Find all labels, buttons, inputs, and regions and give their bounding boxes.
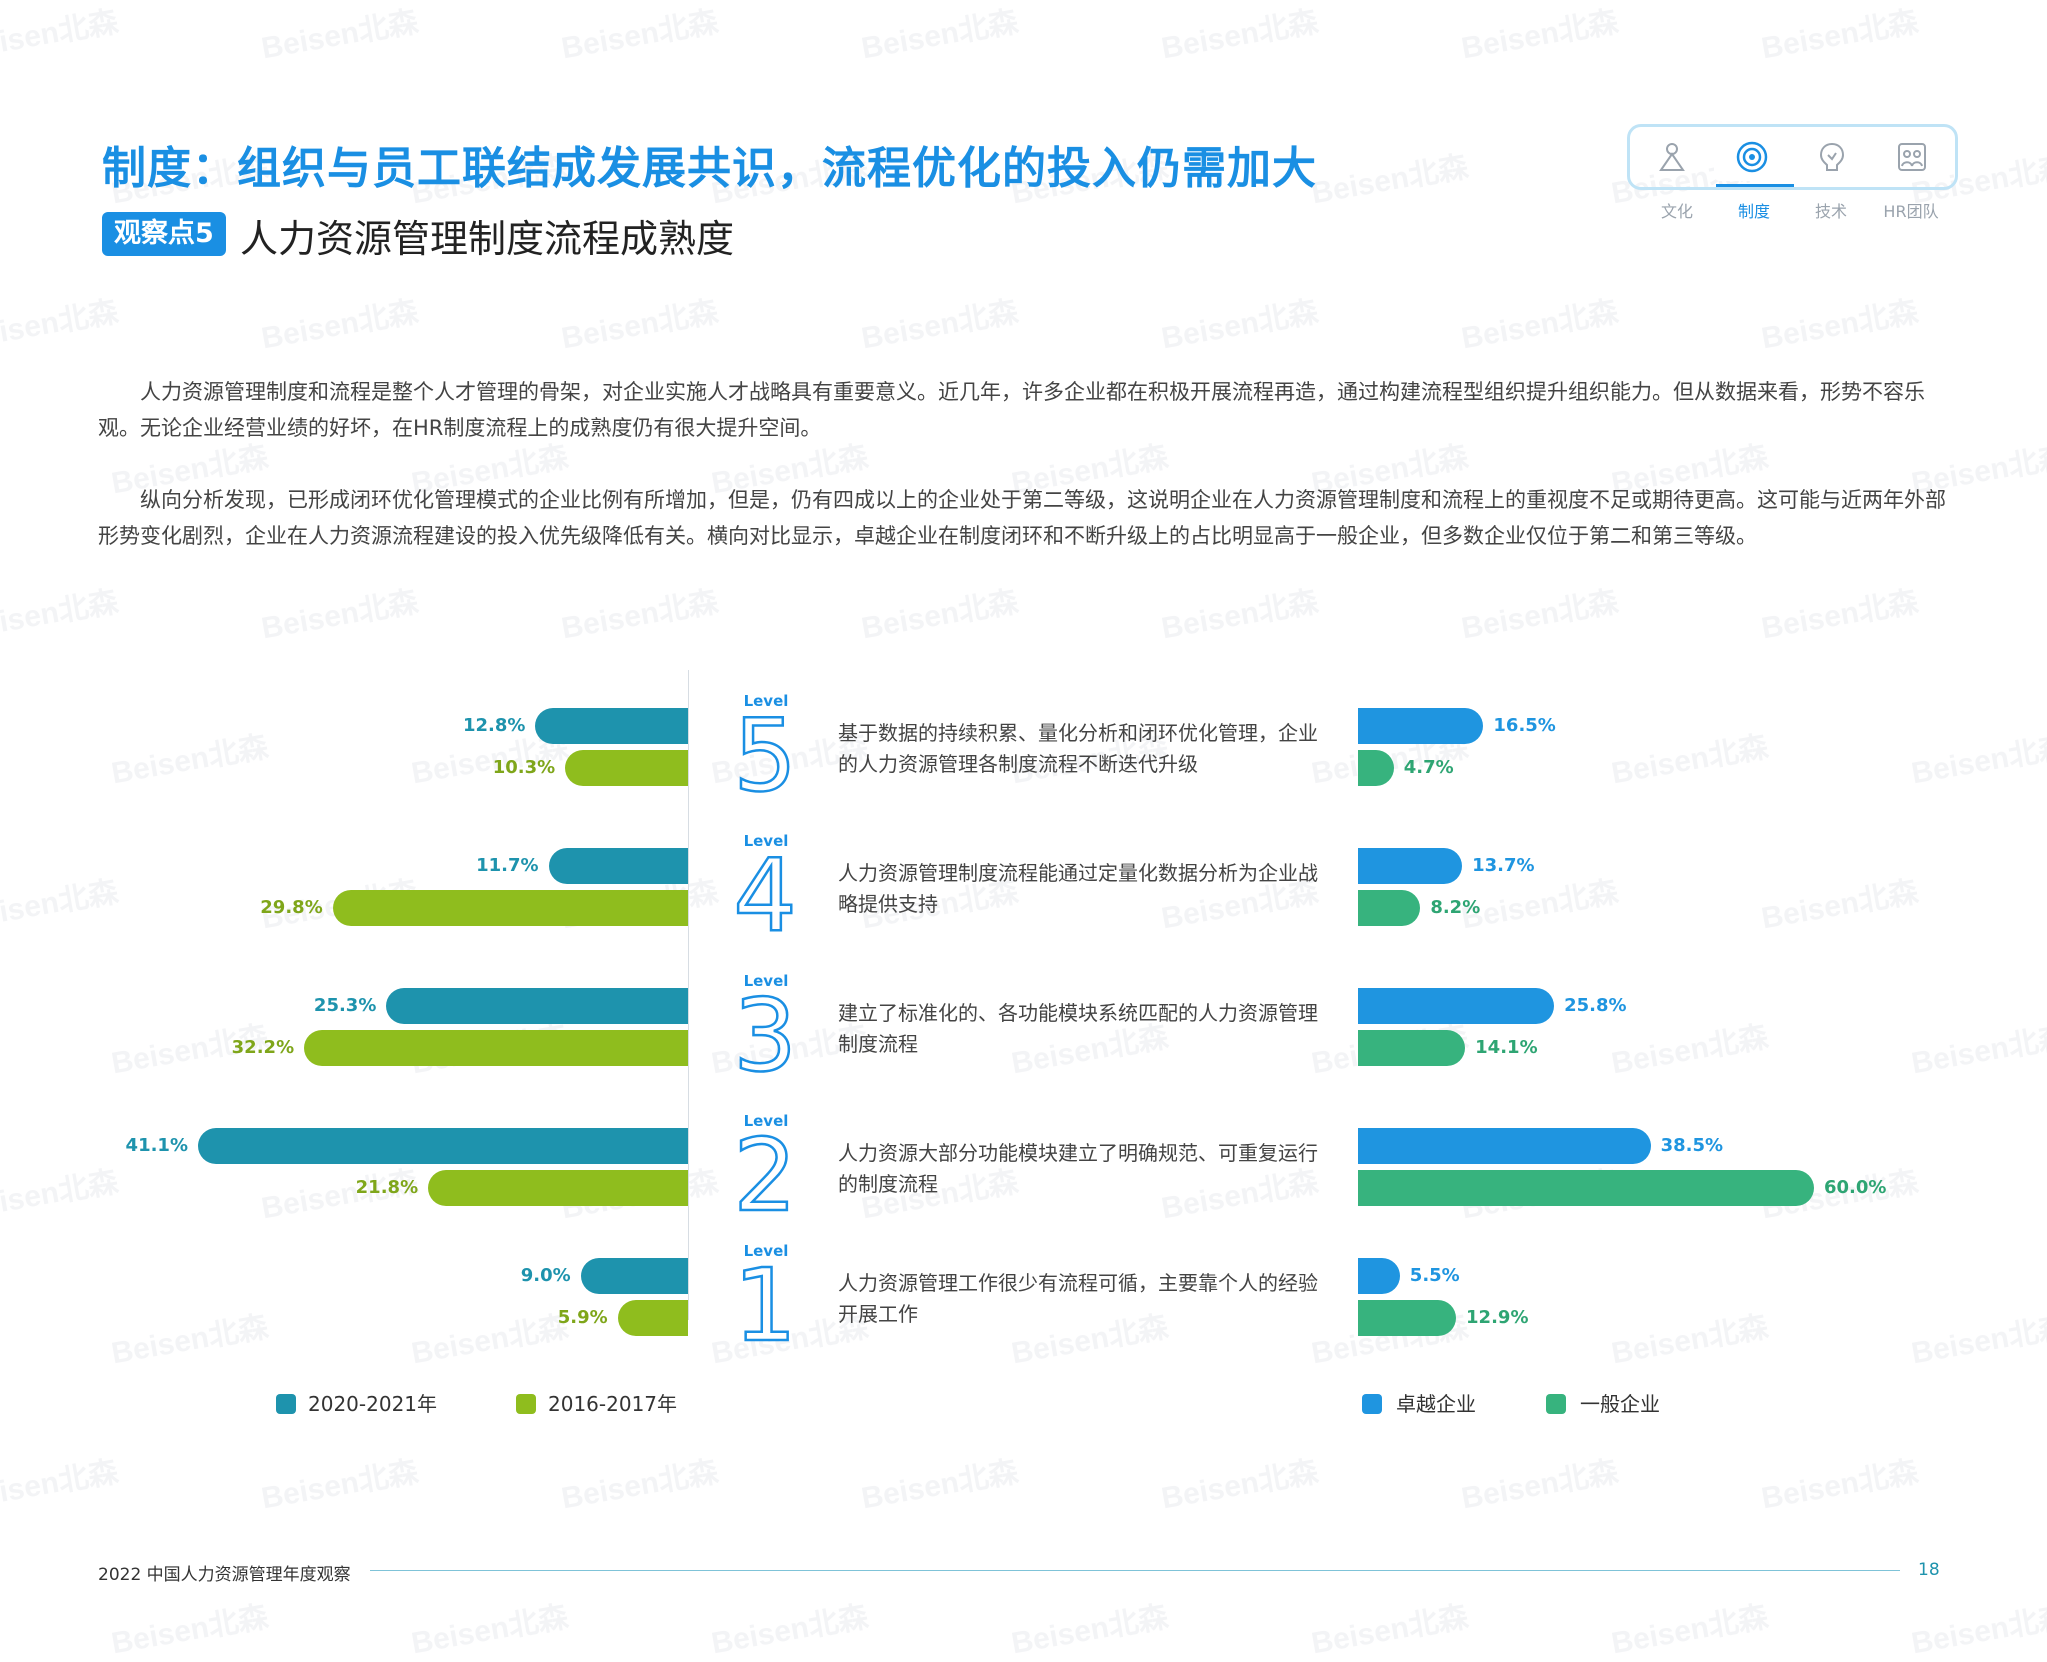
tab-culture[interactable] bbox=[1634, 133, 1710, 181]
legend-label-excellent: 卓越企业 bbox=[1396, 1392, 1476, 1416]
bar-right-level-4-series-2 bbox=[1358, 890, 1421, 926]
data-label-right-level-3-series-2: 14.1% bbox=[1475, 1037, 1538, 1058]
data-label-left-level-1-series-1: 9.0% bbox=[520, 1265, 571, 1286]
level-number-2: 2 bbox=[732, 1117, 798, 1234]
bar-left-level-4-series-2 bbox=[332, 890, 688, 926]
data-label-left-level-5-series-2: 10.3% bbox=[492, 757, 556, 778]
bar-left-level-3-series-2 bbox=[304, 1030, 688, 1066]
data-label-right-level-1-series-2: 12.9% bbox=[1466, 1307, 1529, 1328]
data-label-left-level-5-series-1: 12.8% bbox=[462, 715, 526, 736]
section-nav bbox=[1627, 124, 1958, 190]
bar-left-level-1-series-2 bbox=[617, 1300, 688, 1336]
level-description-2: 人力资源大部分功能模块建立了明确规范、可重复运行的制度流程 bbox=[838, 1141, 1318, 1196]
footer-report-title: 2022 中国人力资源管理年度观察 bbox=[98, 1565, 351, 1585]
observation-badge: 观察点5 bbox=[102, 212, 226, 256]
page-number: 18 bbox=[1918, 1560, 1940, 1580]
footer-divider bbox=[370, 1570, 1900, 1571]
bar-left-level-1-series-1 bbox=[580, 1258, 688, 1294]
bar-left-level-2-series-1 bbox=[198, 1128, 688, 1164]
bar-right-level-3-series-2 bbox=[1358, 1030, 1466, 1066]
bar-right-level-3-series-1 bbox=[1358, 988, 1555, 1024]
legend-label-general: 一般企业 bbox=[1580, 1392, 1660, 1416]
page-subtitle: 人力资源管理制度流程成熟度 bbox=[240, 217, 735, 261]
data-label-left-level-2-series-1: 41.1% bbox=[125, 1135, 188, 1156]
level-description-4: 人力资源管理制度流程能通过定量化数据分析为企业战略提供支持 bbox=[838, 861, 1318, 916]
legend-swatch-2016-2017 bbox=[516, 1394, 536, 1414]
bar-right-level-4-series-1 bbox=[1358, 848, 1463, 884]
level-number-1: 1 bbox=[732, 1247, 798, 1364]
page-title: 制度：组织与员工联结成发展共识，流程优化的投入仍需加大 bbox=[102, 143, 1317, 194]
hr-team-icon bbox=[1898, 143, 1926, 171]
level-word-5: Level bbox=[743, 692, 789, 710]
bar-left-level-5-series-2 bbox=[565, 750, 688, 786]
bar-left-level-4-series-1 bbox=[548, 848, 688, 884]
bar-right-level-5-series-1 bbox=[1358, 708, 1484, 744]
level-word-2: Level bbox=[743, 1112, 789, 1130]
data-label-right-level-2-series-1: 38.5% bbox=[1660, 1135, 1724, 1156]
tab-system[interactable] bbox=[1714, 133, 1790, 181]
legend-label-2016-2017: 2016-2017年 bbox=[548, 1392, 678, 1416]
tab-system-label[interactable]: 制度 bbox=[1737, 202, 1770, 221]
bar-left-level-2-series-2 bbox=[428, 1170, 688, 1206]
data-label-right-level-2-series-2: 60.0% bbox=[1824, 1177, 1887, 1198]
data-label-left-level-3-series-1: 25.3% bbox=[313, 995, 377, 1016]
data-label-left-level-3-series-2: 32.2% bbox=[231, 1037, 295, 1058]
tab-hr-team[interactable] bbox=[1874, 133, 1950, 181]
legend-swatch-excellent bbox=[1362, 1394, 1382, 1414]
legend-swatch-2020-2021 bbox=[276, 1394, 296, 1414]
bar-right-level-5-series-2 bbox=[1358, 750, 1394, 786]
system-icon bbox=[1736, 141, 1768, 173]
data-label-left-level-4-series-2: 29.8% bbox=[260, 897, 323, 918]
level-description-3: 建立了标准化的、各功能模块系统匹配的人力资源管理制度流程 bbox=[838, 1001, 1318, 1056]
level-number-3: 3 bbox=[732, 977, 798, 1094]
technology-icon bbox=[1819, 142, 1845, 171]
active-tab-indicator bbox=[1716, 184, 1794, 187]
bar-left-level-3-series-1 bbox=[386, 988, 688, 1024]
data-label-right-level-1-series-1: 5.5% bbox=[1409, 1265, 1460, 1286]
body-paragraph-1: 人力资源管理制度和流程是整个人才管理的骨架，对企业实施人才战略具有重要意义。近几… bbox=[98, 380, 1925, 440]
data-label-right-level-3-series-1: 25.8% bbox=[1564, 995, 1627, 1016]
tab-technology[interactable] bbox=[1794, 133, 1870, 181]
bar-left-level-5-series-1 bbox=[535, 708, 688, 744]
level-number-4: 4 bbox=[732, 837, 798, 954]
legend-label-2020-2021: 2020-2021年 bbox=[308, 1392, 438, 1416]
bar-right-level-1-series-2 bbox=[1358, 1300, 1457, 1336]
level-description-1: 人力资源管理工作很少有流程可循，主要靠个人的经验开展工作 bbox=[838, 1271, 1318, 1326]
level-word-1: Level bbox=[743, 1242, 789, 1260]
data-label-right-level-4-series-2: 8.2% bbox=[1430, 897, 1481, 918]
level-description-5: 基于数据的持续积累、量化分析和闭环优化管理，企业的人力资源管理各制度流程不断迭代… bbox=[838, 721, 1318, 776]
level-word-3: Level bbox=[743, 972, 789, 990]
bar-right-level-2-series-1 bbox=[1358, 1128, 1651, 1164]
data-label-right-level-5-series-1: 16.5% bbox=[1493, 715, 1556, 736]
data-label-left-level-4-series-1: 11.7% bbox=[476, 855, 539, 876]
data-label-left-level-2-series-2: 21.8% bbox=[355, 1177, 419, 1198]
data-label-right-level-4-series-1: 13.7% bbox=[1472, 855, 1535, 876]
legend-swatch-general bbox=[1546, 1394, 1566, 1414]
left-axis-line bbox=[688, 670, 689, 1320]
tab-technology-label[interactable]: 技术 bbox=[1814, 202, 1847, 221]
body-paragraph-2: 纵向分析发现，已形成闭环优化管理模式的企业比例有所增加，但是，仍有四成以上的企业… bbox=[98, 488, 1946, 548]
data-label-right-level-5-series-2: 4.7% bbox=[1403, 757, 1454, 778]
tab-hr-team-label[interactable]: HR团队 bbox=[1883, 202, 1939, 221]
level-word-4: Level bbox=[743, 832, 789, 850]
bar-right-level-2-series-2 bbox=[1358, 1170, 1814, 1206]
tab-culture-label[interactable]: 文化 bbox=[1660, 202, 1693, 221]
culture-icon bbox=[1659, 143, 1685, 171]
bar-right-level-1-series-1 bbox=[1358, 1258, 1400, 1294]
level-number-5: 5 bbox=[732, 697, 798, 814]
data-label-left-level-1-series-2: 5.9% bbox=[557, 1307, 608, 1328]
